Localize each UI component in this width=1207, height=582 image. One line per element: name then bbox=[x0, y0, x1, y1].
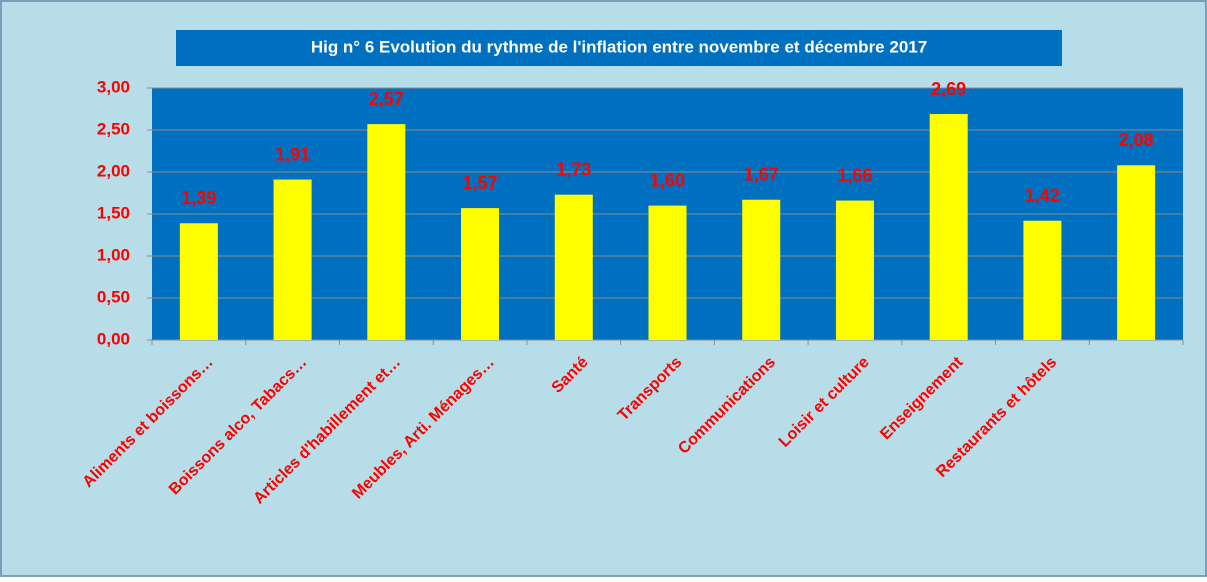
bar bbox=[461, 208, 500, 340]
value-label: 1,73 bbox=[556, 159, 591, 179]
value-label: 2,08 bbox=[1119, 130, 1154, 150]
y-tick-label: 2,50 bbox=[97, 119, 130, 138]
y-tick-label: 3,00 bbox=[97, 77, 130, 96]
y-tick-label: 1,00 bbox=[97, 245, 130, 264]
value-label: 1,57 bbox=[463, 173, 498, 193]
y-tick-label: 1,50 bbox=[97, 203, 130, 222]
value-label: 2,69 bbox=[931, 79, 966, 99]
value-label: 1,39 bbox=[181, 188, 216, 208]
bar bbox=[1023, 220, 1062, 340]
bar bbox=[554, 194, 593, 340]
y-tick-label: 2,00 bbox=[97, 161, 130, 180]
bar bbox=[835, 200, 874, 340]
value-label: 1,42 bbox=[1025, 185, 1060, 205]
bar bbox=[929, 114, 968, 340]
chart-title: Hig n° 6 Evolution du rythme de l'inflat… bbox=[311, 37, 927, 56]
value-label: 1,91 bbox=[275, 144, 310, 164]
value-label: 2,57 bbox=[369, 89, 404, 109]
bar bbox=[367, 124, 406, 341]
bar bbox=[1117, 165, 1156, 340]
bar bbox=[179, 223, 218, 340]
value-label: 1,67 bbox=[744, 164, 779, 184]
value-label: 1,60 bbox=[650, 170, 685, 190]
y-tick-label: 0,00 bbox=[97, 329, 130, 348]
value-label: 1,66 bbox=[837, 165, 872, 185]
bar bbox=[648, 205, 687, 340]
bar bbox=[742, 199, 781, 340]
bar bbox=[273, 179, 312, 340]
y-tick-label: 0,50 bbox=[97, 287, 130, 306]
title-box bbox=[176, 30, 1062, 66]
